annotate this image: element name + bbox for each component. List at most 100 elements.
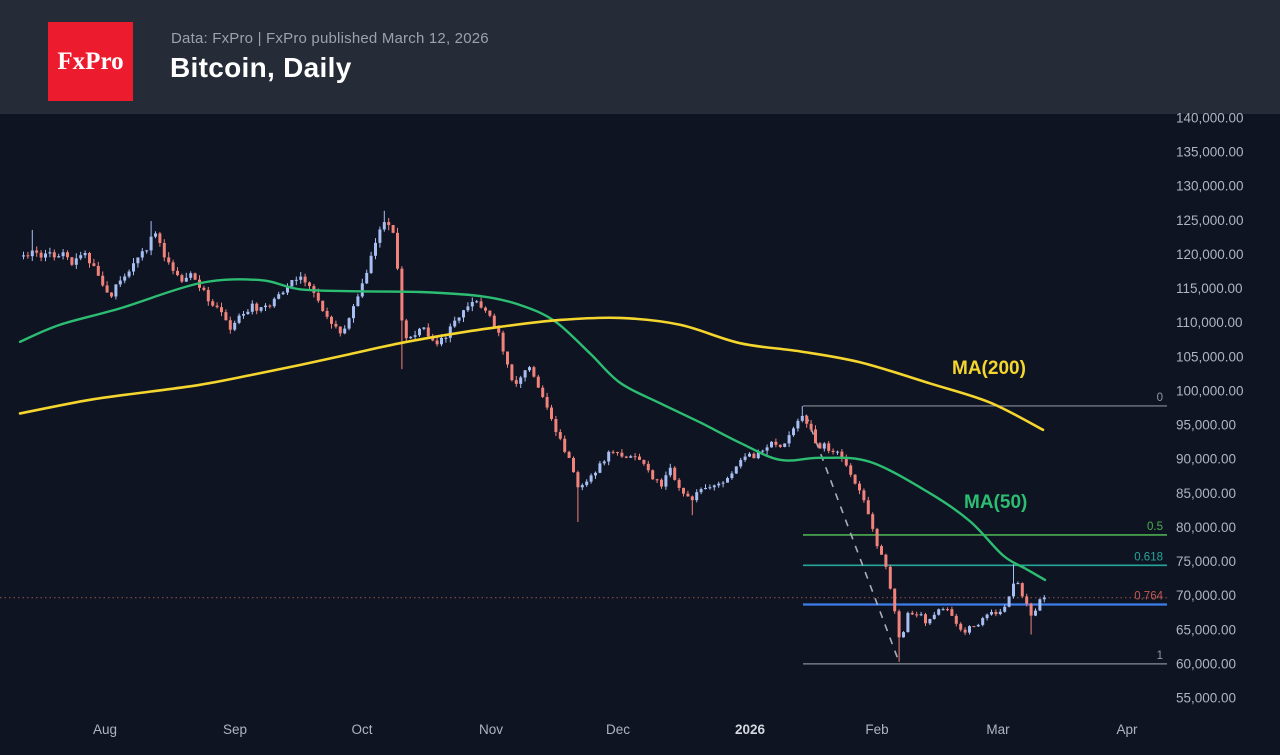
- candle-body: [228, 320, 232, 330]
- candle-body: [937, 609, 941, 615]
- candle-body: [862, 490, 866, 501]
- candle-body: [224, 312, 228, 321]
- candle-body: [844, 458, 848, 466]
- fib-level-label-0: 0: [1157, 392, 1163, 404]
- candle-body: [756, 451, 760, 459]
- candle-body: [893, 588, 897, 612]
- candle-body: [215, 305, 219, 308]
- candle-body: [176, 270, 179, 276]
- candle-body: [871, 514, 875, 529]
- candle-body: [550, 407, 553, 420]
- candle-body: [66, 252, 69, 258]
- candle-body: [739, 459, 743, 467]
- candle-body: [1020, 583, 1024, 597]
- candle-body: [849, 465, 853, 475]
- candle-body: [959, 623, 963, 630]
- candle-body: [594, 472, 597, 476]
- candle-body: [360, 283, 364, 297]
- candle-body: [250, 303, 254, 312]
- fxpro-logo-text: FxPro: [57, 47, 124, 75]
- candle-body: [96, 265, 100, 276]
- candle-body: [74, 258, 78, 265]
- candle-body: [866, 500, 870, 515]
- candle-body: [466, 306, 470, 311]
- candle-body: [343, 328, 347, 334]
- candle-body: [748, 453, 751, 457]
- candle-body: [906, 612, 910, 633]
- candle-body: [814, 429, 817, 444]
- candle-body: [642, 459, 646, 464]
- candle-body: [734, 466, 738, 474]
- candle-body: [211, 301, 215, 306]
- candle-body: [488, 310, 492, 316]
- time-axis-tick-2026: 2026: [735, 722, 766, 737]
- candle-body: [154, 233, 157, 237]
- chart-source-caption: Data: FxPro | FxPro published March 12, …: [171, 30, 489, 47]
- candle-body: [787, 435, 791, 444]
- candle-body: [875, 528, 879, 547]
- candle-body: [404, 320, 408, 339]
- candle-body: [523, 370, 527, 378]
- candle-body: [1003, 606, 1007, 612]
- candle-body: [396, 232, 399, 269]
- price-axis-tick: 85,000.00: [1176, 486, 1236, 501]
- candle-body: [1007, 596, 1011, 607]
- candle-body: [976, 624, 980, 627]
- candle-body: [840, 451, 844, 459]
- candle-body: [616, 452, 619, 454]
- candle-body: [92, 263, 96, 266]
- candle-body: [321, 300, 325, 311]
- candle-body: [792, 428, 795, 436]
- candle-body: [365, 272, 369, 284]
- candle-body: [479, 301, 483, 308]
- candle-body: [70, 257, 74, 265]
- candle-body: [638, 456, 641, 460]
- candle-body: [682, 487, 685, 494]
- candle-body: [624, 456, 628, 458]
- candle-body: [259, 307, 263, 311]
- candle-body: [167, 257, 171, 263]
- candle-body: [1029, 603, 1033, 616]
- candle-body: [598, 463, 602, 473]
- candle-body: [180, 275, 184, 282]
- candlestick-chart-area: MA(50) MA(200) 0 0.5 0.618 0.764 1 140,000.00 13…: [0, 111, 1280, 755]
- candle-body: [818, 443, 822, 449]
- candle-body: [387, 222, 391, 225]
- candle-body: [699, 489, 703, 493]
- candle-body: [506, 351, 509, 365]
- candle-body: [453, 320, 457, 327]
- candle-body: [418, 328, 421, 336]
- candle-body: [189, 273, 193, 278]
- candle-body: [576, 472, 580, 488]
- candle-body: [290, 280, 294, 287]
- candle-body: [184, 277, 188, 282]
- ma200-label: MA(200): [952, 358, 1026, 379]
- candle-body: [664, 475, 668, 487]
- candle-body: [721, 482, 725, 484]
- candle-body: [1025, 596, 1029, 604]
- candle-body: [448, 326, 452, 338]
- candle-body: [985, 614, 989, 619]
- time-axis-tick-Sep: Sep: [223, 722, 247, 737]
- candle-body: [497, 326, 501, 333]
- candle-body: [910, 612, 914, 615]
- candle-body: [858, 483, 861, 491]
- candle-body: [22, 255, 25, 257]
- candle-body: [946, 609, 949, 611]
- candle-body: [651, 470, 655, 480]
- candle-body: [963, 629, 967, 633]
- candle-body: [391, 224, 395, 233]
- candle-body: [655, 479, 659, 481]
- ma50-label: MA(50): [964, 492, 1027, 513]
- fib-level-label-0.764: 0.764: [1134, 591, 1163, 603]
- candle-body: [1012, 583, 1015, 597]
- candle-body: [928, 619, 932, 624]
- candle-body: [924, 614, 927, 624]
- candle-body: [114, 284, 118, 297]
- price-axis-tick: 125,000.00: [1176, 213, 1244, 228]
- candle-body: [422, 327, 426, 329]
- candle-body: [470, 302, 474, 307]
- price-axis-tick: 115,000.00: [1176, 281, 1243, 296]
- candle-body: [1016, 583, 1020, 585]
- candle-body: [475, 301, 479, 303]
